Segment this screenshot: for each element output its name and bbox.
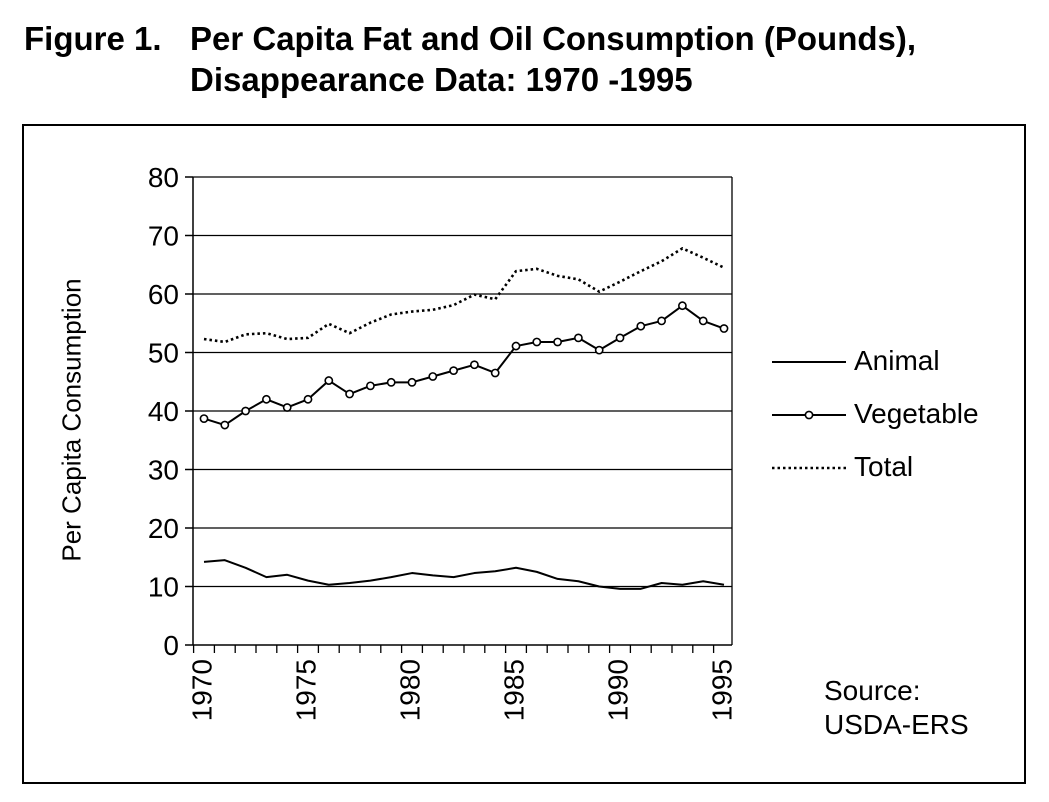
series-line-vegetable xyxy=(203,304,725,427)
y-tick-label-60: 60 xyxy=(148,279,179,310)
point-vegetable-1990 xyxy=(615,333,625,343)
gridlines xyxy=(193,176,732,588)
point-vegetable-1977 xyxy=(345,389,354,399)
chart-frame xyxy=(22,124,1026,784)
point-vegetable-1985 xyxy=(511,341,521,351)
point-vegetable-1979 xyxy=(386,377,396,387)
figure-title: Figure 1. Per Capita Fat and Oil Consumpt… xyxy=(24,18,916,100)
series-line-animal xyxy=(203,559,725,590)
point-vegetable-1980 xyxy=(407,377,417,387)
y-tick-label-50: 50 xyxy=(148,338,179,369)
y-tick-label-30: 30 xyxy=(148,455,179,486)
point-vegetable-1975 xyxy=(303,394,313,404)
point-vegetable-1972 xyxy=(241,406,250,416)
y-tick-label-10: 10 xyxy=(148,572,179,603)
y-tick-label-40: 40 xyxy=(148,396,179,427)
point-vegetable-1984 xyxy=(490,368,500,378)
point-vegetable-1992 xyxy=(657,316,666,326)
point-vegetable-1982 xyxy=(449,366,458,376)
figure-number: Figure 1. xyxy=(24,20,162,57)
legend-label-vegetable: Vegetable xyxy=(854,398,979,429)
point-vegetable-1971 xyxy=(220,420,230,430)
point-vegetable-1987 xyxy=(553,337,562,347)
point-vegetable-1981 xyxy=(428,372,438,381)
point-vegetable-1993 xyxy=(678,301,687,311)
source-label: Source: xyxy=(824,675,921,706)
y-tick-labels: 0 10 20 30 40 50 60 70 80 xyxy=(148,162,179,661)
y-tick-label-80: 80 xyxy=(148,162,179,193)
figure-title-line1: Per Capita Fat and Oil Consumption (Poun… xyxy=(190,20,917,57)
point-vegetable-1989 xyxy=(594,345,604,355)
point-vegetable-1970 xyxy=(199,414,209,424)
source-org: USDA-ERS xyxy=(824,709,969,740)
series xyxy=(199,247,729,590)
y-tick-label-70: 70 xyxy=(148,221,179,252)
x-tick-labels: 1970 1975 1980 1985 1990 1995 xyxy=(186,659,737,721)
point-vegetable-1994 xyxy=(698,316,708,326)
legend-label-animal: Animal xyxy=(854,345,940,376)
point-vegetable-1978 xyxy=(365,381,375,391)
point-vegetable-1991 xyxy=(636,321,646,331)
legend-label-total: Total xyxy=(854,451,914,482)
point-vegetable-1988 xyxy=(574,333,583,343)
y-tick-label-0: 0 xyxy=(163,630,179,661)
axes xyxy=(185,176,733,653)
series-line-total xyxy=(203,247,725,344)
y-tick-label-20: 20 xyxy=(148,513,179,544)
x-tick-label-1985: 1985 xyxy=(498,659,529,721)
legend-marker-vegetable xyxy=(804,410,814,420)
figure-title-line2: Disappearance Data: 1970 -1995 xyxy=(190,61,693,98)
point-vegetable-1986 xyxy=(532,337,542,347)
point-vegetable-1973 xyxy=(261,394,271,404)
point-vegetable-1983 xyxy=(469,360,479,370)
source-note: Source: USDA-ERS xyxy=(824,674,969,742)
point-vegetable-1995 xyxy=(719,324,729,333)
x-tick-label-1970: 1970 xyxy=(186,659,217,721)
x-tick-label-1975: 1975 xyxy=(290,659,321,721)
point-vegetable-1976 xyxy=(324,376,334,385)
point-vegetable-1974 xyxy=(282,403,292,412)
x-tick-label-1990: 1990 xyxy=(602,659,633,721)
y-axis-label: Per Capita Consumption xyxy=(56,278,87,562)
legend xyxy=(772,361,846,470)
x-tick-label-1995: 1995 xyxy=(706,659,737,721)
x-tick-label-1980: 1980 xyxy=(394,659,425,721)
